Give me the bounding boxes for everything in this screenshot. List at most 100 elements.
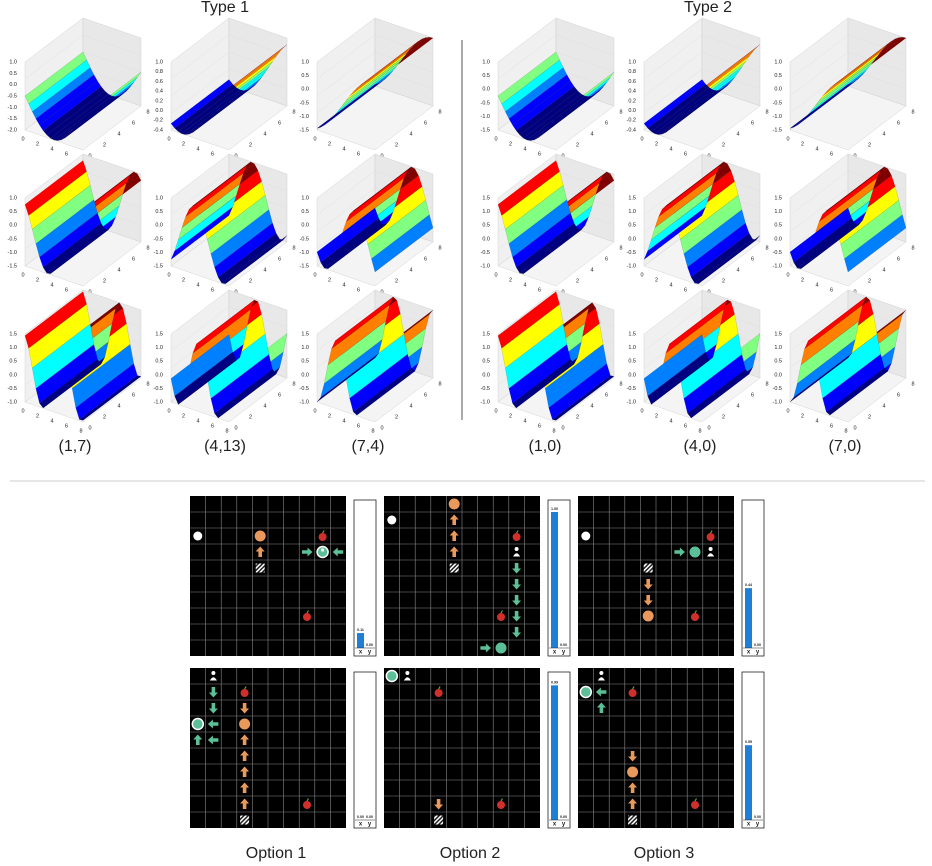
y-tick-label: 2 xyxy=(868,414,871,420)
pane-grid xyxy=(316,306,434,352)
surface-strip xyxy=(170,206,234,261)
z-tick-label: 1.5 xyxy=(301,331,309,337)
x-tick-label: 8 xyxy=(371,428,374,434)
bar-value-label: 0.00 xyxy=(560,643,567,647)
bar-axis-label: y xyxy=(562,650,566,656)
setting-label: (7,0) xyxy=(829,438,862,455)
x-tick-label: 4 xyxy=(196,418,199,424)
move-arrow xyxy=(240,782,250,793)
z-tick-label: 0.5 xyxy=(774,359,782,365)
bar-axis-label: x xyxy=(747,650,751,656)
agent-orange xyxy=(642,610,654,622)
surface-strip xyxy=(690,232,754,284)
pane-grid xyxy=(789,306,907,352)
surface-strip xyxy=(192,299,255,355)
surface-strip xyxy=(643,79,706,129)
person-body xyxy=(707,553,715,557)
y-tick-label: 4 xyxy=(117,403,120,409)
surface-strip xyxy=(316,353,379,403)
x-tick-label: 0 xyxy=(494,408,497,414)
x-tick-label: 4 xyxy=(523,146,526,152)
type-title: Type 2 xyxy=(684,0,732,16)
z-tick-label: -2.0 xyxy=(8,127,17,133)
z-tick-label: -0.5 xyxy=(627,386,636,392)
surface-strip xyxy=(320,339,383,399)
bar-value-label: 0.00 xyxy=(366,815,373,819)
bar-axis-label: y xyxy=(756,650,760,656)
surface-strip xyxy=(789,353,852,403)
surface-strip xyxy=(207,194,270,255)
z-tick-label: 0.0 xyxy=(482,87,490,93)
z-tick-label: -0.5 xyxy=(8,93,17,99)
z-tick-label: -0.5 xyxy=(481,386,490,392)
y-tick-label: 6 xyxy=(132,392,135,398)
surface-strip xyxy=(512,212,575,268)
z-tick-label: -1.0 xyxy=(773,114,782,120)
surface-strip xyxy=(526,95,590,141)
surface-strip xyxy=(534,93,596,141)
surface-strip xyxy=(789,83,852,129)
x-tick-label: 8 xyxy=(79,428,82,434)
pane-grid xyxy=(316,51,434,97)
surface-strip xyxy=(331,296,394,350)
z-tick-label: -0.5 xyxy=(300,100,309,106)
apple xyxy=(691,801,699,809)
x-tick-label: 8 xyxy=(225,428,228,434)
surface-strip xyxy=(544,343,607,408)
surface-strip xyxy=(327,304,390,366)
y-tick-label: 2 xyxy=(576,278,579,284)
y-tick-label: 2 xyxy=(722,142,725,148)
y-tick-label: 2 xyxy=(103,414,106,420)
x-tick-label: 0 xyxy=(494,272,497,278)
move-arrow xyxy=(240,734,250,745)
x-tick-label: 6 xyxy=(830,423,833,429)
z-tick-label: -1.5 xyxy=(300,127,309,133)
move-arrow xyxy=(512,563,522,574)
agent-start xyxy=(581,531,591,541)
agent-teal xyxy=(191,717,205,731)
z-tick-label: 1.0 xyxy=(482,345,490,351)
surface-strip xyxy=(793,81,856,128)
surface-strip xyxy=(508,199,571,258)
z-tick-label: 1.5 xyxy=(155,331,163,337)
surface-strip xyxy=(24,291,87,349)
bar-axis-label: y xyxy=(756,822,760,828)
move-arrow xyxy=(674,547,685,557)
y-tick-label: 2 xyxy=(868,278,871,284)
move-arrow xyxy=(255,546,265,557)
x-tick-label: 6 xyxy=(684,151,687,157)
z-tick-label: -1.5 xyxy=(8,116,17,122)
z-tick-label: -1.5 xyxy=(481,127,490,133)
move-arrow xyxy=(643,579,653,590)
z-tick-label: 1.0 xyxy=(628,59,636,65)
surface-strip xyxy=(512,359,575,409)
pane-grid xyxy=(789,68,907,114)
move-arrow xyxy=(449,530,459,541)
apple xyxy=(318,533,327,541)
agent-teal xyxy=(689,546,701,558)
y-tick-label: 8 xyxy=(619,109,622,115)
x-tick-label: 2 xyxy=(328,413,331,419)
y-tick-label: 0 xyxy=(561,425,564,431)
x-tick-label: 0 xyxy=(167,136,170,142)
x-tick-label: 6 xyxy=(830,151,833,157)
z-tick-label: -0.5 xyxy=(154,386,163,392)
x-tick-label: 4 xyxy=(669,418,672,424)
z-tick-label: 0.0 xyxy=(155,108,163,114)
surface-strip xyxy=(523,93,586,141)
x-tick-label: 2 xyxy=(36,413,39,419)
apple-stem xyxy=(322,530,325,534)
x-tick-label: 6 xyxy=(538,423,541,429)
y-tick-label: 2 xyxy=(249,278,252,284)
x-tick-label: 0 xyxy=(21,272,24,278)
move-arrow xyxy=(207,719,219,729)
x-tick-label: 4 xyxy=(815,418,818,424)
move-arrow xyxy=(628,782,638,793)
surface-strip xyxy=(505,184,568,245)
surface-strip xyxy=(356,40,419,89)
z-tick-label: -1.0 xyxy=(773,263,782,269)
y-tick-label: 0 xyxy=(88,425,91,431)
x-tick-label: 4 xyxy=(523,418,526,424)
surface-strip xyxy=(683,209,746,268)
move-arrow xyxy=(512,611,522,622)
